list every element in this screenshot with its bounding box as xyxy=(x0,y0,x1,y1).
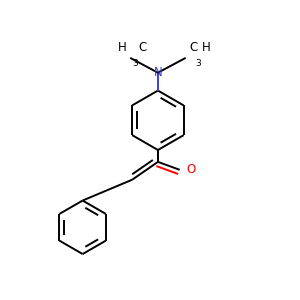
Text: C: C xyxy=(190,41,198,54)
Text: 3: 3 xyxy=(196,59,201,68)
Text: H: H xyxy=(202,41,210,54)
Text: O: O xyxy=(187,163,196,176)
Text: N: N xyxy=(154,66,162,79)
Text: 3: 3 xyxy=(132,59,138,68)
Text: H: H xyxy=(118,41,126,54)
Text: C: C xyxy=(138,41,146,54)
